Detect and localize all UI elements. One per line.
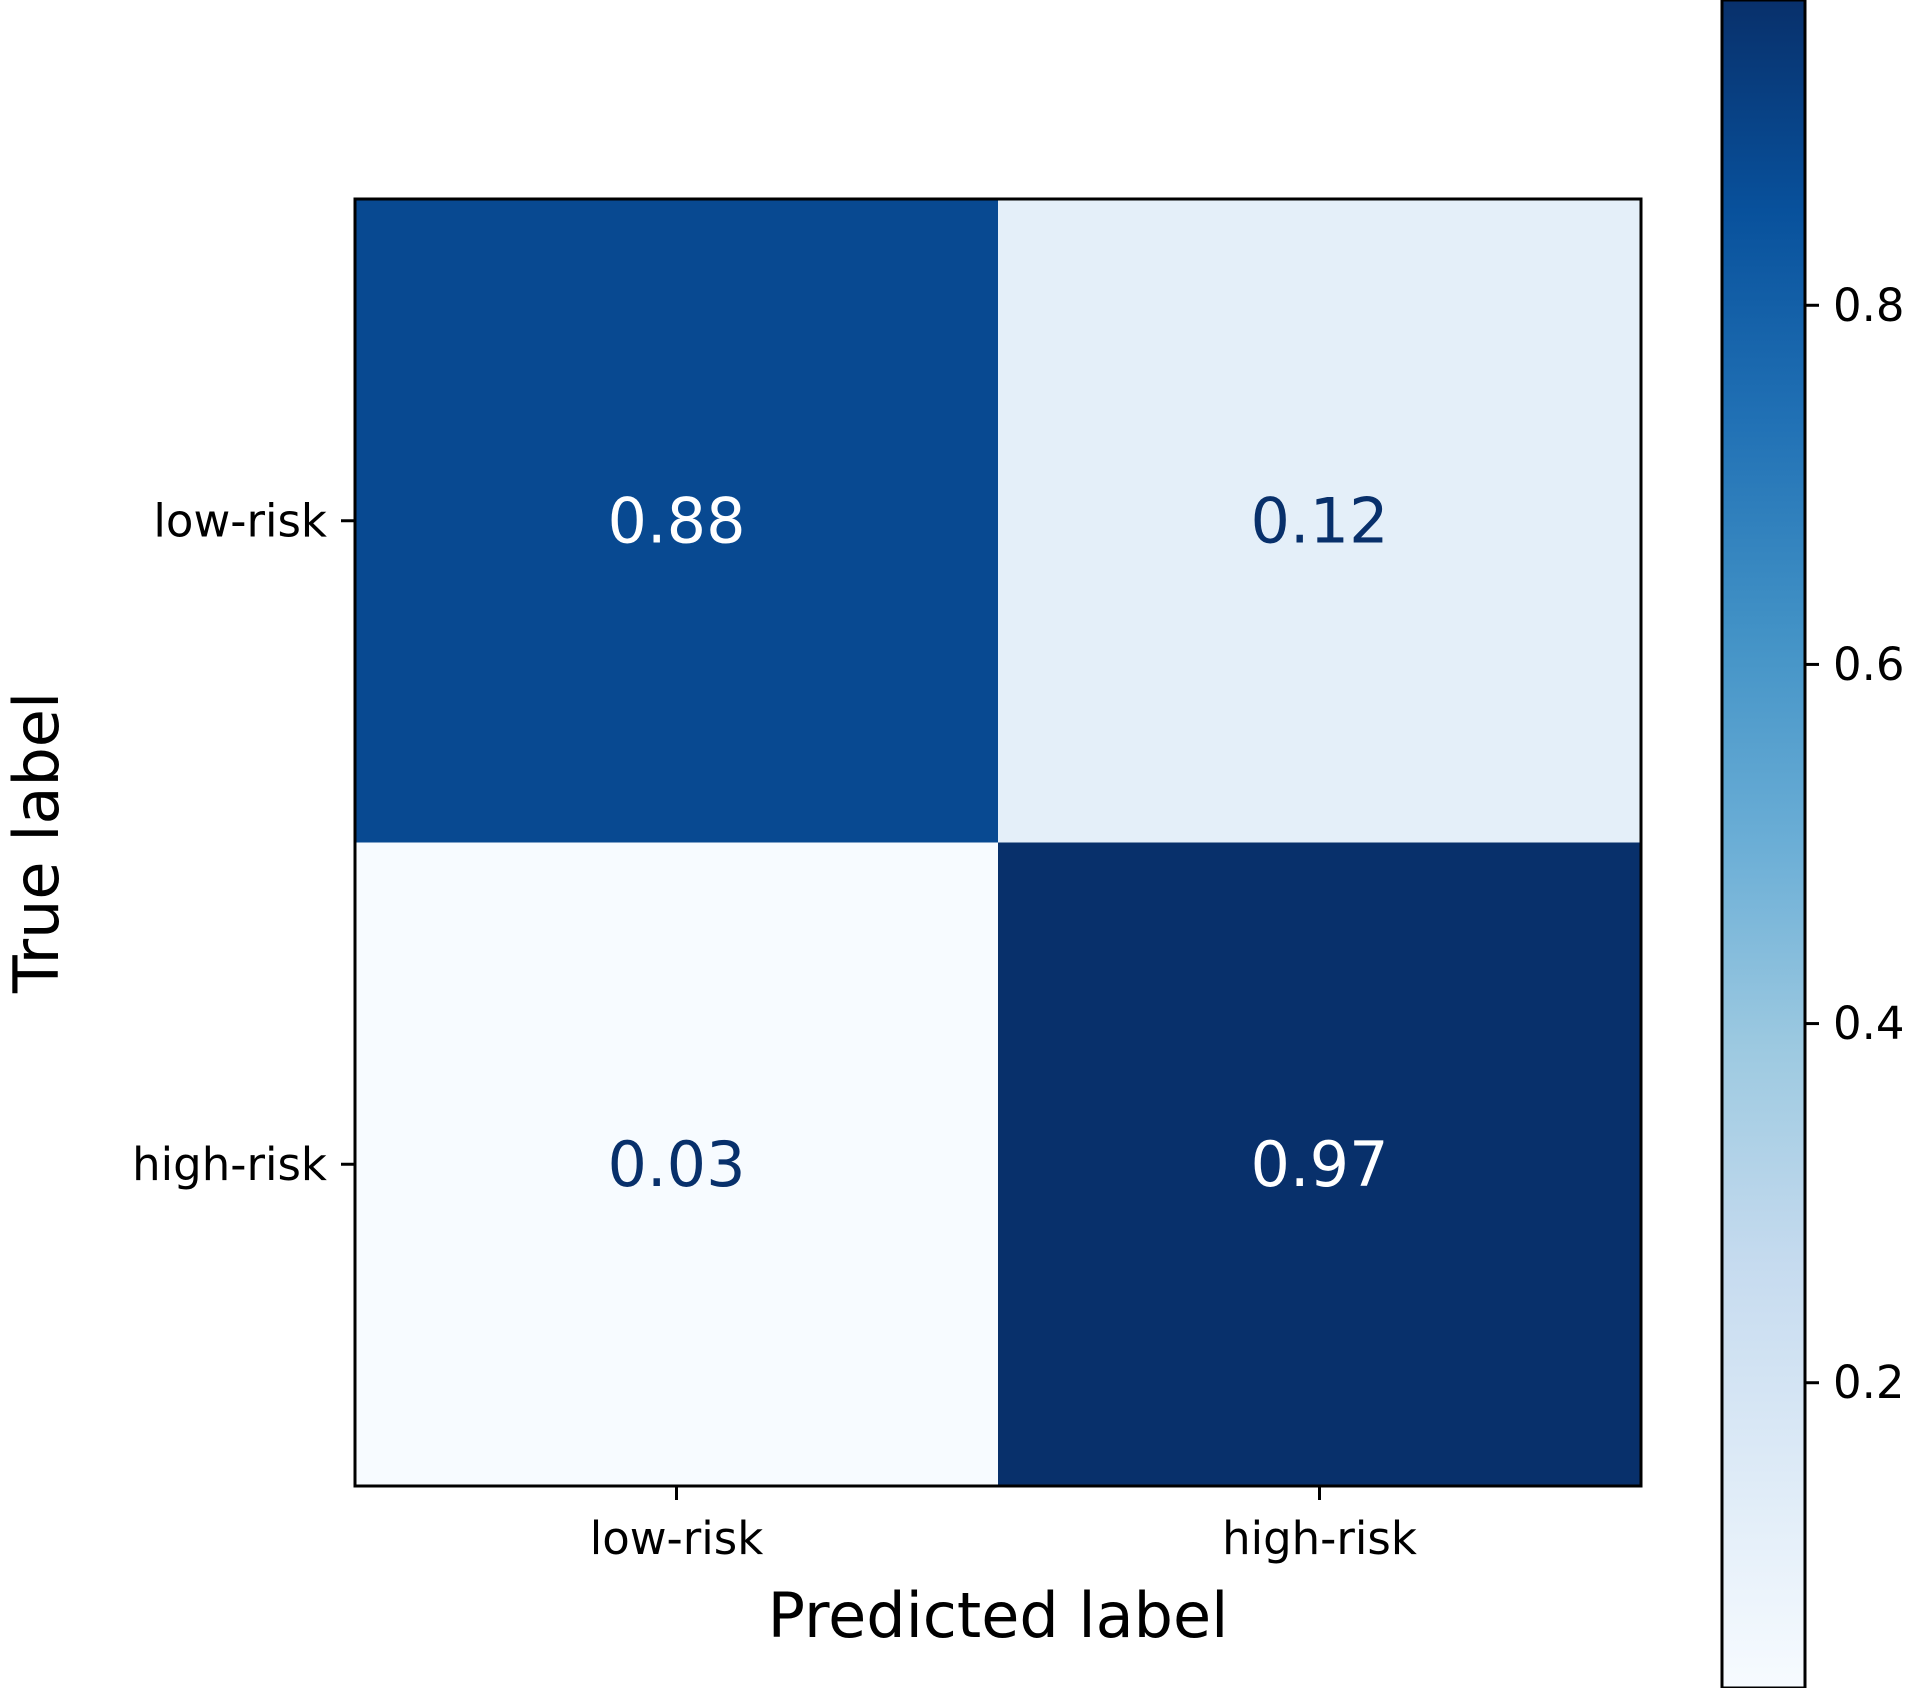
- y-axis-title: True label: [0, 692, 73, 994]
- colorbar: [1720, 0, 1807, 1688]
- cell-value-labels: 0.88 0.12 0.03 0.97: [607, 484, 1388, 1201]
- axis-ticks: low-risk high-risk low-risk high-risk: [132, 494, 1417, 1565]
- cell-value-label: 0.88: [607, 484, 745, 557]
- colorbar-tick-label: 0.4: [1833, 997, 1905, 1050]
- colorbar-tick-label: 0.6: [1833, 638, 1905, 691]
- colorbar-ticks: 0.2 0.4 0.6 0.8: [1805, 279, 1905, 1409]
- cell-value-label: 0.03: [607, 1128, 745, 1201]
- cell-value-label: 0.12: [1250, 484, 1388, 557]
- heatmap-cell: [998, 842, 1642, 1487]
- heatmap-cell: [355, 842, 999, 1487]
- heatmap-cell: [355, 199, 999, 843]
- x-tick-label: high-risk: [1222, 1512, 1417, 1565]
- cell-value-label: 0.97: [1250, 1128, 1388, 1201]
- heatmap-cells: [355, 199, 1642, 1487]
- x-axis-title: Predicted label: [768, 1579, 1229, 1652]
- plot-frame: [353, 197, 1643, 1488]
- y-tick-label: high-risk: [132, 1138, 327, 1191]
- colorbar-tick-label: 0.8: [1833, 279, 1905, 332]
- colorbar-tick-label: 0.2: [1833, 1356, 1905, 1409]
- y-tick-label: low-risk: [153, 494, 327, 547]
- x-tick-label: low-risk: [590, 1512, 764, 1565]
- heatmap-cell: [998, 199, 1642, 843]
